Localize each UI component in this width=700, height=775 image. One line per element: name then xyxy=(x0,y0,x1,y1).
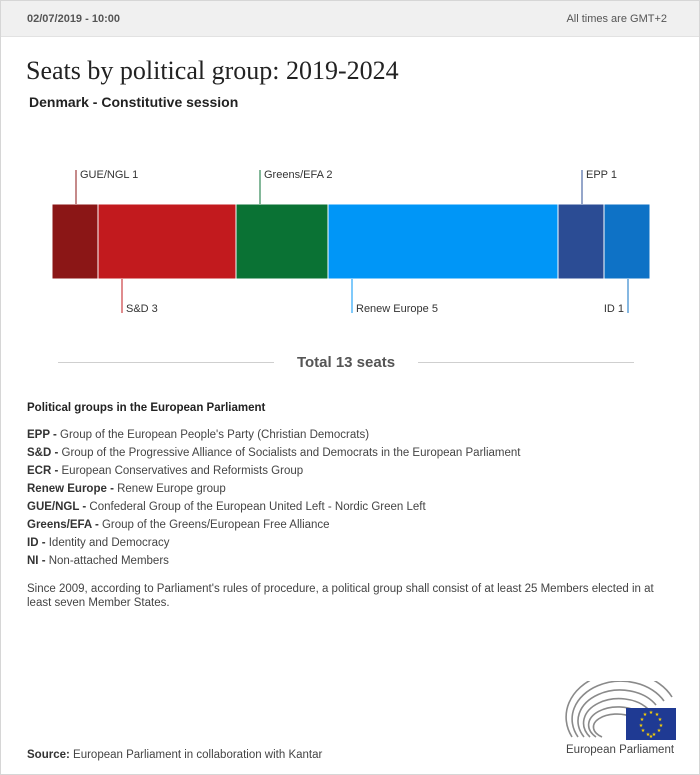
timezone-note: All times are GMT+2 xyxy=(566,13,667,25)
data-label: Greens/EFA 2 xyxy=(264,169,332,181)
svg-text:★: ★ xyxy=(652,732,657,738)
seats-bar-chart: GUE/NGL 1 S&D 3 Greens/EFA 2 Renew Europe 5… xyxy=(51,169,651,315)
svg-text:★: ★ xyxy=(649,710,654,716)
chart-title: Seats by political group: 2019-2024 xyxy=(26,56,399,85)
legend-list: EPP - Group of the European People's Par… xyxy=(27,427,520,571)
legend-desc: Renew Europe group xyxy=(113,483,226,495)
legend-item: EPP - Group of the European People's Par… xyxy=(27,427,520,445)
bar-segment xyxy=(97,203,237,280)
total-divider-right xyxy=(418,362,634,363)
data-label: Renew Europe 5 xyxy=(356,303,438,315)
total-divider-left xyxy=(58,362,274,363)
bar-segment xyxy=(557,203,605,280)
source-line: Source: European Parliament in collabora… xyxy=(27,749,322,761)
bar-segment xyxy=(51,203,99,280)
data-label: ID 1 xyxy=(604,303,624,315)
svg-text:★: ★ xyxy=(641,728,646,734)
svg-text:★: ★ xyxy=(655,712,660,718)
legend-desc: Confederal Group of the European United … xyxy=(86,501,426,513)
chart-subtitle: Denmark - Constitutive session xyxy=(29,94,239,110)
svg-text:★: ★ xyxy=(649,734,654,740)
svg-text:★: ★ xyxy=(659,723,664,729)
legend-desc: Group of the Greens/European Free Allian… xyxy=(98,519,330,531)
rules-note: Since 2009, according to Parliament's ru… xyxy=(27,583,654,609)
legend-item: Renew Europe - Renew Europe group xyxy=(27,481,520,499)
svg-text:★: ★ xyxy=(643,712,648,718)
legend-desc: European Conservatives and Reformists Gr… xyxy=(58,465,304,477)
data-label: GUE/NGL 1 xyxy=(80,169,138,181)
legend-abbr: ECR - xyxy=(27,465,59,477)
data-label: S&D 3 xyxy=(126,303,158,315)
legend-abbr: NI - xyxy=(27,555,46,567)
source-label: Source: xyxy=(27,749,70,761)
bar-segment xyxy=(603,203,651,280)
total-seats: Total 13 seats xyxy=(296,354,396,371)
legend-desc: Group of the Progressive Alliance of Soc… xyxy=(58,447,521,459)
legend-abbr: Renew Europe - xyxy=(27,483,114,495)
legend-item: ID - Identity and Democracy xyxy=(27,535,520,553)
legend-item: Greens/EFA - Group of the Greens/Europea… xyxy=(27,517,520,535)
legend-item: GUE/NGL - Confederal Group of the Europe… xyxy=(27,499,520,517)
total-seats-row: Total 13 seats xyxy=(58,353,634,373)
logo-text: European Parliament xyxy=(566,744,675,756)
svg-text:★: ★ xyxy=(658,717,663,723)
legend-abbr: ID - xyxy=(27,537,46,549)
legend-title: Political groups in the European Parliam… xyxy=(27,402,266,414)
legend-abbr: EPP - xyxy=(27,429,57,441)
svg-text:★: ★ xyxy=(639,723,644,729)
data-label: EPP 1 xyxy=(586,169,617,181)
bar-segment xyxy=(327,203,559,280)
legend-desc: Group of the European People's Party (Ch… xyxy=(56,429,370,441)
legend-item: S&D - Group of the Progressive Alliance … xyxy=(27,445,520,463)
session-date: 02/07/2019 - 10:00 xyxy=(27,13,120,25)
bar-segment xyxy=(235,203,329,280)
svg-text:★: ★ xyxy=(646,732,651,738)
legend-abbr: Greens/EFA - xyxy=(27,519,99,531)
source-text: European Parliament in collaboration wit… xyxy=(69,749,323,761)
legend-item: ECR - European Conservatives and Reformi… xyxy=(27,463,520,481)
legend-abbr: S&D - xyxy=(27,447,59,459)
legend-item: NI - Non-attached Members xyxy=(27,553,520,571)
svg-text:★: ★ xyxy=(657,728,662,734)
legend-abbr: GUE/NGL - xyxy=(27,501,87,513)
svg-text:★: ★ xyxy=(640,717,645,723)
legend-desc: Identity and Democracy xyxy=(45,537,170,549)
european-parliament-logo-icon: ★ ★★ ★★★ ★★★ ★★★ xyxy=(565,681,676,740)
legend-desc: Non-attached Members xyxy=(45,555,169,567)
top-bar: 02/07/2019 - 10:00 All times are GMT+2 xyxy=(1,1,699,37)
